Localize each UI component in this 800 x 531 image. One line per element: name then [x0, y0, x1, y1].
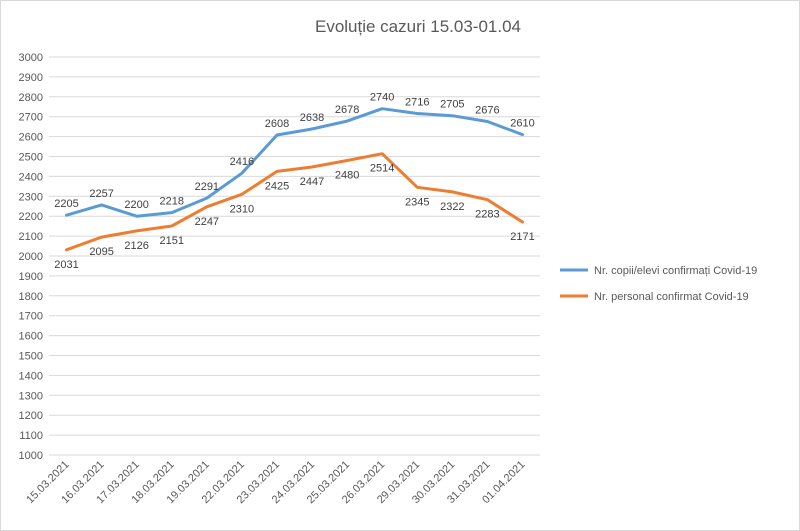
- data-label: 2705: [440, 99, 464, 111]
- data-label: 2638: [300, 112, 324, 124]
- y-tick-label: 1600: [19, 331, 43, 343]
- y-tick-label: 2100: [19, 231, 43, 243]
- data-label: 2171: [510, 231, 534, 243]
- y-tick-label: 2400: [19, 171, 43, 183]
- chart-title: Evoluție cazuri 15.03-01.04: [315, 17, 521, 36]
- y-tick-label: 1900: [19, 271, 43, 283]
- y-tick-label: 2600: [19, 132, 43, 144]
- y-tick-label: 1700: [19, 311, 43, 323]
- data-label: 2480: [335, 169, 359, 181]
- y-tick-label: 2800: [19, 92, 43, 104]
- data-label: 2610: [510, 118, 534, 130]
- legend: Nr. copii/elevi confirmați Covid-19 Nr. p…: [560, 265, 757, 303]
- data-label: 2322: [440, 201, 464, 213]
- x-axis-ticks: 15.03.202116.03.202117.03.202118.03.2021…: [24, 459, 527, 506]
- y-tick-label: 1500: [19, 351, 43, 363]
- data-label: 2257: [89, 188, 113, 200]
- gridlines: [49, 56, 540, 456]
- y-tick-label: 1200: [19, 410, 43, 422]
- y-tick-label: 1000: [19, 450, 43, 462]
- legend-label: Nr. copii/elevi confirmați Covid-19: [594, 265, 757, 277]
- y-tick-label: 2500: [19, 152, 43, 164]
- y-tick-label: 2200: [19, 211, 43, 223]
- data-label: 2740: [370, 92, 394, 104]
- data-label: 2345: [405, 196, 429, 208]
- y-tick-label: 2300: [19, 191, 43, 203]
- data-label: 2608: [265, 118, 289, 130]
- data-label: 2676: [475, 104, 499, 116]
- data-label: 2447: [300, 176, 324, 188]
- data-label: 2126: [124, 240, 148, 252]
- series-line: [65, 107, 524, 218]
- data-label: 2291: [195, 181, 219, 193]
- data-labels: 2205 2257 2200 2218 2291 2416 2608 2638 2678 2740…: [54, 92, 534, 271]
- series-line: [65, 152, 524, 252]
- series-lines: [65, 107, 524, 252]
- data-label: 2283: [475, 209, 499, 221]
- y-tick-label: 3000: [19, 52, 43, 64]
- data-label: 2205: [54, 198, 78, 210]
- legend-label: Nr. personal confirmat Covid-19: [594, 291, 749, 303]
- y-tick-label: 2900: [19, 72, 43, 84]
- data-label: 2151: [160, 235, 184, 247]
- y-tick-label: 1300: [19, 390, 43, 402]
- y-tick-label: 1800: [19, 291, 43, 303]
- data-label: 2200: [124, 199, 148, 211]
- y-axis-ticks: 1000 1100 1200 1300 1400 1500 1600 1700 1800 1900…: [19, 52, 43, 462]
- data-label: 2247: [195, 216, 219, 228]
- data-label: 2310: [230, 203, 254, 215]
- data-label: 2031: [54, 259, 78, 271]
- data-label: 2416: [230, 156, 254, 168]
- data-label: 2716: [405, 97, 429, 109]
- data-label: 2218: [160, 196, 184, 208]
- data-label: 2095: [89, 246, 113, 258]
- data-label: 2678: [335, 104, 359, 116]
- y-tick-label: 1400: [19, 370, 43, 382]
- y-tick-label: 1100: [19, 430, 43, 442]
- y-tick-label: 2000: [19, 251, 43, 263]
- data-label: 2514: [370, 163, 394, 175]
- y-tick-label: 2700: [19, 112, 43, 124]
- data-label: 2425: [265, 180, 289, 192]
